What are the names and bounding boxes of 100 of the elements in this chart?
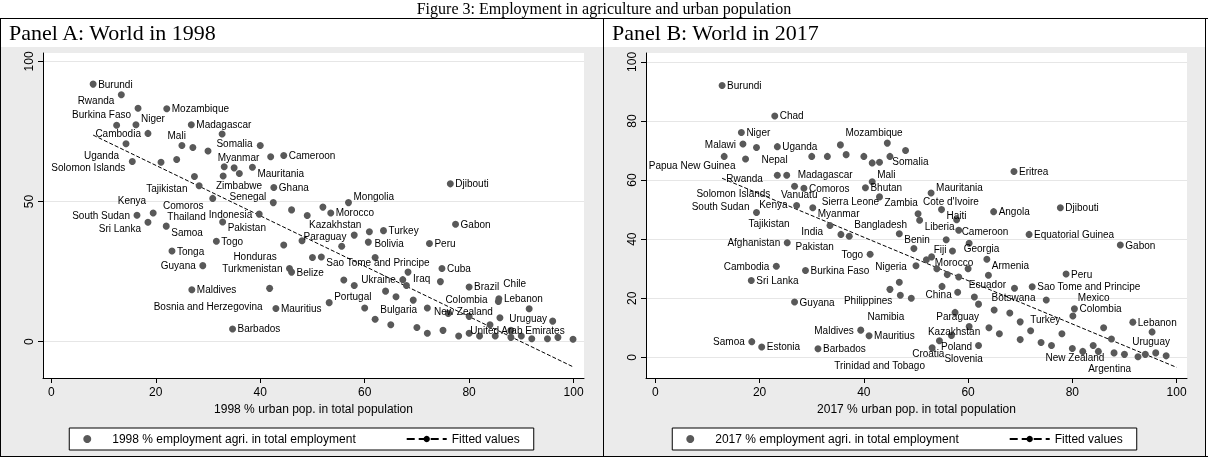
data-label: Benin (904, 234, 930, 246)
data-label: Nepal (761, 154, 788, 166)
data-label: Madagascar (196, 119, 252, 131)
data-label: Burkina Faso (72, 108, 132, 120)
x-tick-label: 80 (1065, 385, 1080, 399)
data-label: China (925, 289, 953, 301)
data-label: Kenya (117, 195, 147, 207)
data-label: Sao Tome and Principe (326, 257, 430, 269)
data-label: Paraguay (936, 311, 980, 323)
data-label: Sierra Leone (821, 195, 880, 207)
y-tick-label: 50 (22, 194, 36, 209)
data-label: Bhutan (870, 182, 903, 194)
data-label: Somalia (216, 137, 253, 149)
data-label: Cambodia (723, 260, 770, 272)
y-tick-label: 20 (625, 291, 639, 305)
data-label: Lebanon (1137, 316, 1177, 328)
y-tick-label: 100 (22, 51, 36, 72)
legend-label: 2017 % employment agri. in total employment (715, 432, 960, 446)
legend-label: 1998 % employment agri. in total employment (112, 432, 357, 446)
data-label: Togo (841, 248, 864, 260)
data-label: Mongolia (353, 191, 395, 203)
x-tick-label: 60 (358, 385, 372, 399)
data-label: Morocco (934, 257, 974, 269)
data-label: Argentina (1088, 363, 1132, 375)
data-label: Afghanistan (727, 237, 781, 249)
data-label: Chile (503, 278, 527, 290)
data-label: Madagascar (797, 168, 854, 180)
data-label: Barbados (822, 343, 866, 355)
data-label: Turkey (1030, 314, 1061, 325)
data-label: Kazakhstan (309, 218, 362, 230)
data-label: Niger (746, 126, 771, 138)
data-label: Peru (434, 238, 456, 250)
x-tick-label: 0 (48, 385, 56, 399)
data-label: Ecuador (968, 279, 1007, 291)
y-tick-label: 0 (625, 353, 639, 361)
data-label: Fiji (933, 243, 947, 255)
data-label: Nigeria (875, 261, 908, 273)
data-label: New Zealand (434, 306, 493, 318)
y-tick-label: 100 (625, 51, 639, 72)
x-tick-label: 40 (253, 385, 268, 399)
data-label: Eritrea (1018, 165, 1049, 177)
x-axis-title: 2017 % urban pop. in total population (817, 401, 1016, 416)
data-label: Botswana (991, 292, 1036, 304)
data-label: Paraguay (303, 231, 347, 243)
data-label: Uruguay (509, 312, 548, 324)
data-label: Myanmar (817, 208, 861, 220)
data-label: Tajikistan (748, 217, 790, 229)
x-tick-label: 20 (149, 385, 163, 399)
data-label: Morocco (335, 207, 375, 219)
data-label: Liberia (924, 220, 956, 232)
data-label: Mauritania (257, 167, 305, 179)
data-label: Tajikistan (146, 183, 188, 195)
data-label: Senegal (229, 191, 267, 203)
data-label: Maldives (814, 324, 854, 336)
data-label: Uruguay (1132, 335, 1170, 347)
data-label: Mexico (1077, 292, 1110, 304)
data-label: Estonia (766, 341, 801, 353)
data-label: Mauritius (874, 330, 915, 342)
data-label: Rwanda (726, 173, 764, 185)
data-label: Gabon (1125, 239, 1156, 251)
data-label: Honduras (233, 251, 277, 263)
data-label: Armenia (991, 259, 1030, 271)
data-label: India (801, 226, 824, 238)
data-label: Bulgaria (380, 304, 418, 316)
data-label: Guyana (160, 260, 197, 272)
data-label: South Sudan (691, 201, 750, 213)
data-label: Zambia (884, 197, 919, 209)
data-label: Burundi (727, 80, 762, 91)
data-label: Brazil (474, 281, 500, 293)
data-label: Tonga (176, 245, 205, 257)
chart-title: Panel B: World in 2017 (611, 19, 820, 47)
data-label: Chad (779, 110, 804, 122)
data-label: Mali (167, 129, 186, 141)
data-label: Solomon Islands (696, 187, 771, 199)
data-label: Somalia (892, 155, 929, 167)
data-label: Haiti (946, 210, 967, 222)
data-label: Turkey (388, 225, 419, 237)
x-tick-label: 60 (961, 385, 976, 399)
data-label: Samoa (171, 226, 204, 238)
data-label: Djibouti (1065, 202, 1099, 214)
data-label: Mozambique (845, 127, 904, 139)
x-tick-label: 20 (752, 385, 767, 399)
x-tick-label: 0 (652, 385, 660, 399)
data-label: South Sudan (72, 209, 130, 221)
x-tick-label: 100 (1166, 385, 1187, 399)
data-label: Uganda (782, 141, 818, 153)
data-label: Bolivia (374, 238, 405, 250)
caption: Figure 3: Employment in agriculture and urban population (415, 0, 793, 18)
data-label: Mozambique (171, 103, 230, 115)
data-label: Comoros (162, 199, 204, 211)
data-label: Barbados (237, 323, 281, 335)
data-label: Lebanon (503, 293, 543, 305)
data-label: Solomon Islands (51, 161, 126, 173)
data-label: Mauritania (936, 181, 984, 193)
data-label: Turkmenistan (222, 262, 283, 274)
data-label: Slovenia (944, 353, 984, 365)
data-label: Maldives (196, 284, 237, 296)
data-label: Cambodia (95, 127, 142, 139)
data-label: Uganda (84, 150, 120, 162)
data-label: Thailand (167, 210, 206, 222)
